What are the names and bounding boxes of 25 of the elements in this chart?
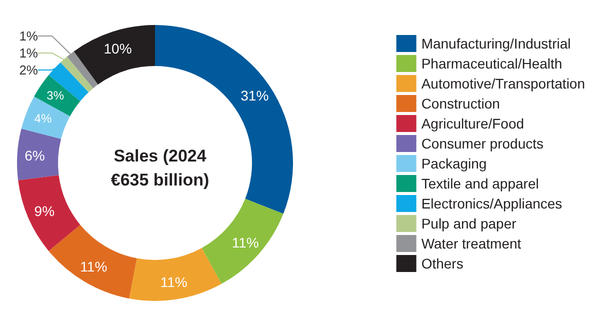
legend-label: Water treatment — [421, 236, 522, 252]
data-label: 11% — [80, 258, 108, 275]
data-label: 31% — [240, 87, 269, 104]
legend-label: Manufacturing/Industrial — [421, 36, 571, 52]
data-label: 1% — [19, 46, 38, 60]
data-label: 10% — [104, 40, 132, 56]
data-label: 1% — [19, 28, 38, 44]
legend-label: Packaging — [421, 156, 487, 172]
legend-label: Pharmaceutical/Health — [421, 56, 562, 72]
legend-label: Automotive/Transportation — [421, 76, 586, 92]
data-label: 2% — [19, 62, 38, 78]
legend-label: Electronics/Appliances — [421, 196, 562, 212]
legend-label: Others — [421, 256, 464, 272]
legend-label: Textile and apparel — [421, 176, 539, 192]
text: Sales (2024 €635 billion) — [110, 146, 210, 190]
legend-label: Consumer products — [421, 136, 544, 152]
data-label: 3% — [46, 88, 64, 102]
legend-label: Pulp and paper — [421, 216, 517, 232]
data-label: 11% — [160, 274, 188, 290]
legend-label: Construction — [421, 96, 500, 112]
data-label: 4% — [34, 112, 52, 126]
data-label: 6% — [24, 147, 45, 164]
data-label: 9% — [34, 202, 55, 219]
legend-label: Agriculture/Food — [421, 116, 524, 132]
data-label: 11% — [232, 234, 259, 251]
